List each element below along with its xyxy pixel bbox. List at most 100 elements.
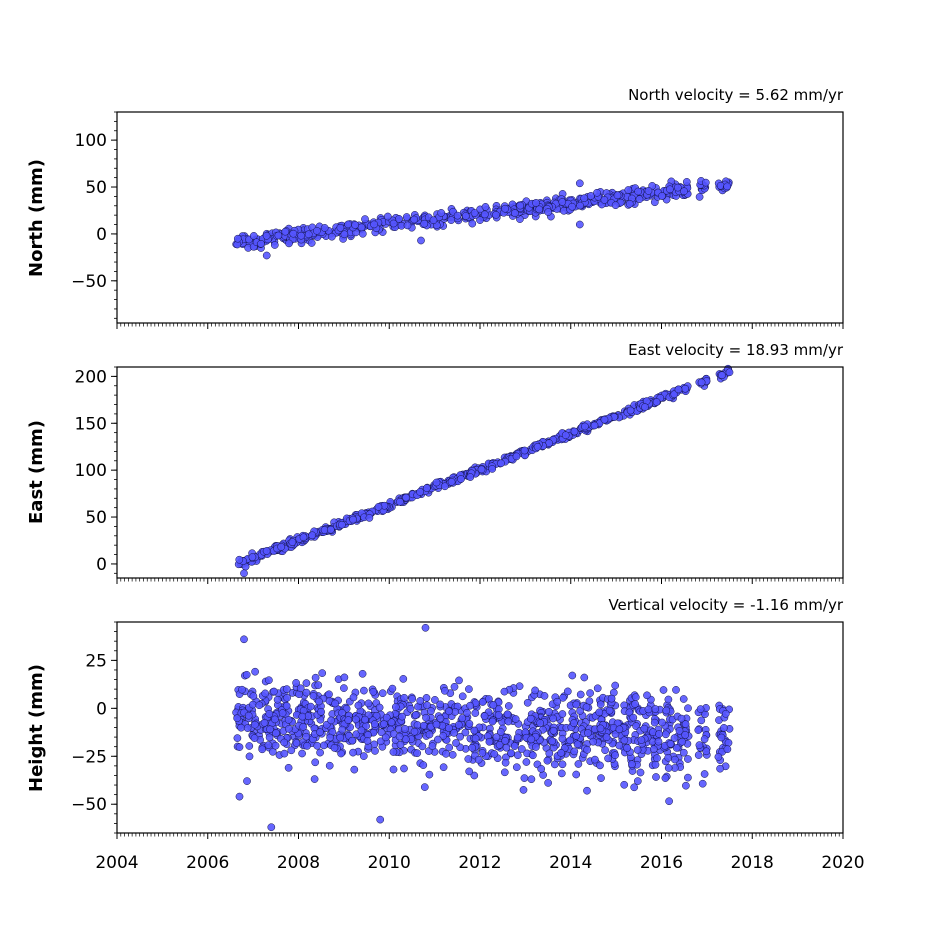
east-data-point [349, 515, 357, 524]
height-data-point [489, 701, 498, 709]
height-data-point [396, 740, 405, 749]
height-data-point [513, 733, 522, 742]
height-data-point [389, 765, 398, 774]
height-data-point [604, 754, 612, 763]
height-data-point [388, 684, 397, 693]
height-data-point [450, 682, 459, 691]
height-data-point [504, 717, 513, 726]
height-data-point [694, 726, 703, 734]
north-ylabel: North (mm) [26, 159, 47, 277]
height-y-tick-label: −50 [71, 795, 107, 815]
height-data-point [697, 716, 706, 725]
east-data-point [512, 452, 521, 461]
east-data-point [570, 427, 579, 436]
height-data-point [584, 729, 592, 737]
height-data-point [488, 717, 497, 726]
north-data-point [723, 182, 732, 191]
height-data-point [714, 753, 723, 761]
north-data-point [470, 209, 479, 217]
east-y-ticks: 200 150 100 50 0 [75, 366, 117, 575]
height-data-point [653, 754, 661, 763]
height-data-point [513, 751, 522, 760]
height-outlier-point [235, 792, 244, 801]
height-data-point [245, 752, 254, 761]
height-data-point [500, 687, 509, 696]
height-data-point [593, 684, 602, 693]
height-data-point [292, 739, 301, 747]
height-data-point [652, 773, 660, 781]
height-data-point [358, 669, 367, 678]
north-data-point [558, 198, 567, 206]
height-data-point [337, 749, 345, 758]
height-data-point [675, 726, 684, 735]
height-data-point [250, 734, 259, 742]
height-data-point [723, 745, 732, 754]
height-data-point [583, 786, 591, 795]
height-data-point [474, 755, 483, 764]
height-data-point [419, 761, 428, 769]
height-data-point [408, 695, 417, 703]
height-data-point [272, 729, 280, 737]
height-data-point [643, 691, 651, 700]
height-data-point [563, 687, 572, 696]
height-data-point [679, 695, 688, 703]
height-data-point [401, 725, 409, 733]
height-data-point [661, 774, 670, 782]
height-data-point [245, 742, 254, 750]
height-data-point [316, 748, 324, 757]
east-axes-frame [116, 366, 844, 579]
north-data-point [336, 223, 345, 232]
height-data-point [382, 713, 391, 722]
height-data-point [242, 670, 251, 679]
north-data-point [501, 204, 509, 213]
height-data-point [243, 724, 252, 732]
north-data-point [682, 178, 691, 186]
height-outlier-point [376, 815, 385, 824]
height-data-point [496, 728, 505, 736]
height-data-point [662, 706, 671, 715]
north-data-point [576, 201, 584, 210]
height-data-point [649, 745, 658, 754]
height-data-point [537, 765, 546, 773]
height-data-point [357, 726, 366, 735]
height-data-point [526, 714, 535, 723]
east-data-point [441, 482, 449, 491]
height-data-point [586, 689, 594, 697]
height-data-point [671, 755, 679, 764]
height-data-point [364, 699, 373, 708]
east-panel: East velocity = 18.93 mm/yr East (mm) 20… [26, 341, 844, 584]
north-data-point [402, 213, 411, 221]
height-data-point [625, 708, 634, 717]
north-data-point [634, 187, 642, 196]
height-data-point [633, 777, 642, 785]
height-data-point [684, 773, 692, 782]
height-data-point [376, 737, 385, 746]
height-data-point [338, 725, 347, 734]
north-data-point [389, 219, 398, 228]
height-data-point [670, 734, 679, 742]
height-data-point [350, 765, 359, 774]
north-data-point [437, 209, 446, 217]
north-data-point [420, 219, 429, 228]
height-data-point [466, 701, 474, 710]
north-y-tick-label: 50 [85, 178, 107, 198]
height-data-point [661, 730, 670, 739]
height-data-point [439, 763, 448, 772]
height-data-point [399, 675, 408, 683]
height-data-point [311, 758, 320, 767]
height-data-point [684, 704, 692, 713]
height-data-point [454, 721, 463, 729]
north-data-point [680, 187, 688, 196]
x-tick-label: 2018 [731, 853, 774, 873]
height-data-point [280, 749, 289, 758]
east-data-point [466, 473, 475, 481]
east-data-point [600, 415, 609, 424]
height-data-point [265, 676, 273, 685]
north-data-point [233, 234, 242, 243]
height-data-point [455, 676, 463, 685]
height-data-point [251, 720, 259, 729]
north-data-point [358, 229, 367, 238]
north-data-point [461, 212, 470, 220]
east-data-point [299, 533, 308, 542]
height-data-point [684, 755, 692, 763]
